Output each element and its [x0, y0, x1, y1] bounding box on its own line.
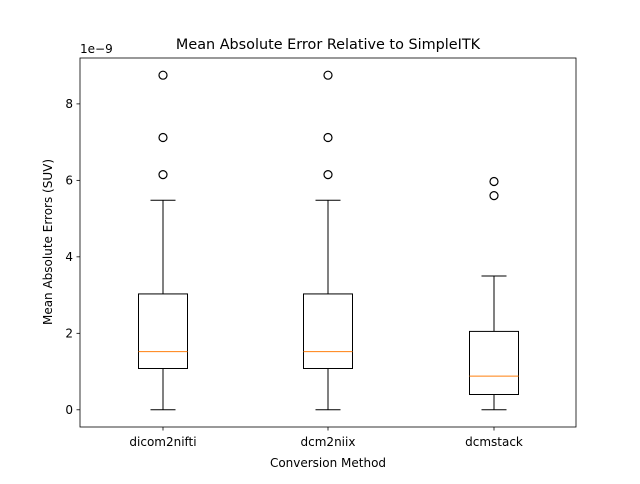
outlier-point	[158, 170, 168, 180]
y-tick-label: 6	[65, 174, 73, 188]
axes-frame	[79, 57, 577, 428]
x-tick-label: dicom2nifti	[129, 435, 196, 449]
box-group-dicom2nifti	[138, 70, 188, 411]
interquartile-box	[303, 293, 353, 369]
plot-area: 0 2 4 6 8 dicom2nifti dcm2niix dcmstack	[65, 57, 577, 449]
y-tick-label: 2	[65, 327, 73, 341]
outlier-point	[489, 176, 499, 187]
x-tick-label: dcmstack	[465, 435, 523, 449]
box-group-dcmstack	[469, 176, 519, 411]
box-group-dcm2niix	[303, 70, 353, 411]
interquartile-box	[469, 330, 519, 395]
y-tick-label: 0	[65, 403, 73, 417]
chart-title: Mean Absolute Error Relative to SimpleIT…	[176, 37, 481, 53]
y-axis-scale-label: 1e−9	[80, 42, 113, 56]
outlier-point	[158, 70, 168, 80]
interquartile-box	[138, 293, 188, 369]
x-axis-label: Conversion Method	[270, 456, 386, 470]
y-tick-label: 8	[65, 97, 73, 111]
outlier-point	[489, 191, 499, 201]
y-axis-label: Mean Absolute Errors (SUV)	[41, 159, 55, 325]
y-tick-label: 4	[65, 250, 73, 264]
outlier-point	[323, 132, 333, 143]
outlier-point	[158, 132, 168, 143]
outlier-point	[323, 170, 333, 180]
outlier-point	[323, 70, 333, 80]
x-tick-label: dcm2niix	[301, 435, 356, 449]
